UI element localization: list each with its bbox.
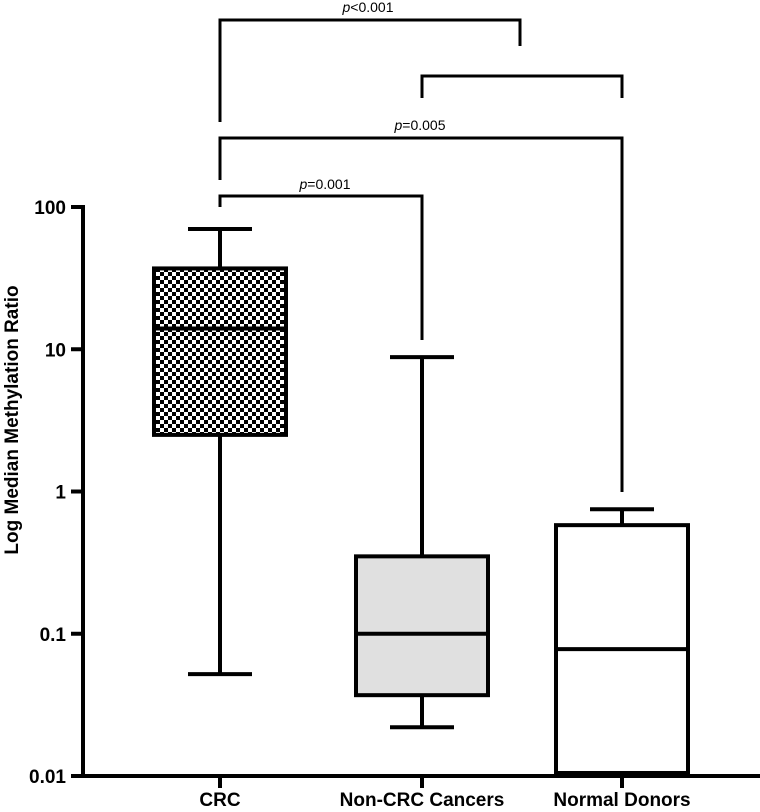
box-crc	[152, 227, 288, 677]
bracket-crc-vs-non-crc: p=0.001	[218, 176, 424, 340]
axes: 0.01 0.1 1 10 100 CRC Non-CRC Cancers Normal Do…	[29, 198, 760, 811]
y-tick-label: 0.1	[40, 625, 67, 646]
bracket-sub-line	[420, 74, 624, 98]
bracket-line	[218, 136, 624, 492]
bracket-crc-vs-normal: p=0.005	[218, 117, 624, 492]
iqr-box	[152, 266, 288, 437]
y-tick-label: 10	[45, 340, 66, 361]
bracket-crc-vs-others: p<0.001	[218, 0, 624, 122]
bracket-line	[218, 194, 424, 340]
x-category-label: Non-CRC Cancers	[340, 790, 505, 811]
y-axis-title: Log Median Methylation Ratio	[2, 285, 23, 554]
x-category-label: Normal Donors	[553, 790, 690, 811]
p-value-label: p=0.005	[393, 117, 445, 133]
x-category-label: CRC	[199, 790, 240, 811]
p-value-label: p<0.001	[341, 0, 393, 15]
box-series	[152, 227, 690, 775]
p-value-label: p=0.001	[298, 176, 350, 192]
y-tick-label: 100	[34, 198, 66, 219]
iqr-box	[354, 554, 490, 698]
significance-brackets: p=0.001 p=0.005 p<0.001	[218, 0, 624, 492]
y-tick-label: 0.01	[29, 767, 66, 788]
box-normal-donors	[554, 507, 690, 775]
y-tick-label: 1	[55, 483, 66, 504]
box-non-crc-cancers	[354, 355, 490, 730]
bracket-line	[218, 18, 522, 122]
